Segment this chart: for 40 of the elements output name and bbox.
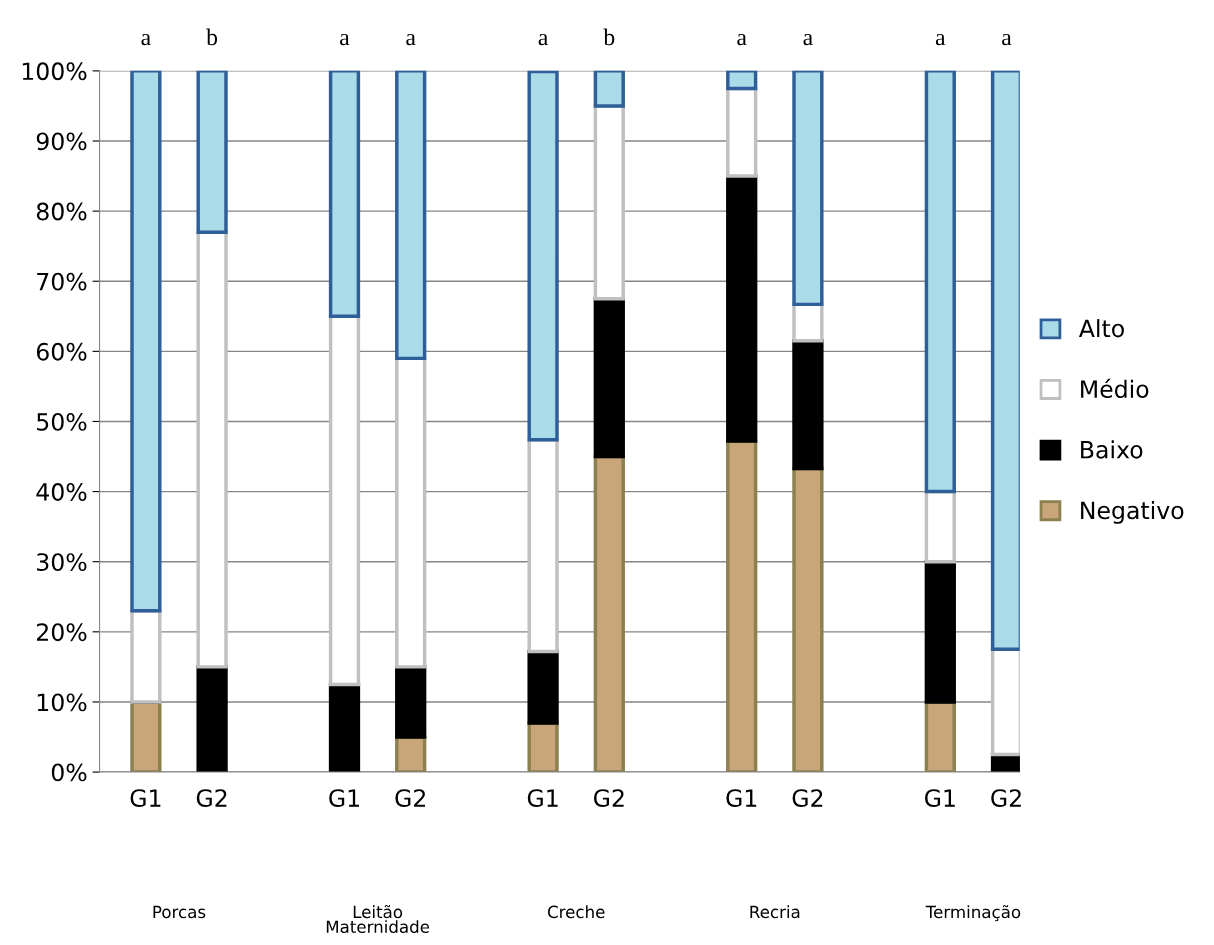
text: b: [206, 28, 218, 46]
text: a: [737, 33, 747, 46]
y-tick-label: 0%: [51, 763, 87, 782]
y-tick-label: 50%: [37, 412, 87, 431]
text: a: [538, 33, 549, 46]
y-tick-label: 80%: [36, 202, 87, 221]
text: a: [141, 33, 151, 46]
text: Terminação: [925, 905, 1021, 922]
legend-label: Médio: [1081, 378, 1149, 399]
y-tick-label: 30%: [37, 553, 87, 572]
y-tick-label: 40%: [36, 483, 87, 501]
text: a: [406, 33, 416, 46]
x-tick-label: G1: [527, 789, 558, 808]
y-tick-label: 70%: [37, 272, 87, 291]
x-tick-label: G2: [196, 789, 227, 808]
text: Recria: [750, 905, 800, 919]
x-tick-label: G1: [329, 789, 359, 808]
x-tick-label: G1: [130, 789, 161, 808]
legend-label: Alto: [1078, 319, 1124, 338]
text: a: [1002, 33, 1012, 46]
y-tick-label: 10%: [37, 693, 87, 712]
text: b: [603, 28, 615, 46]
x-tick-label: G1: [924, 789, 955, 808]
x-tick-label: G2: [792, 789, 823, 808]
y-tick-label: 100%: [22, 62, 87, 81]
y-tick-label: 20%: [36, 623, 87, 642]
y-tick-label: 60%: [36, 342, 87, 361]
text: Creche: [547, 905, 605, 919]
x-tick-label: G2: [593, 789, 624, 808]
legend-label: Baixo: [1081, 440, 1143, 459]
legend-label: Negativo: [1081, 500, 1184, 524]
text: Leitão Maternidade: [326, 905, 430, 934]
text: a: [803, 33, 813, 46]
x-tick-label: G2: [395, 789, 425, 808]
text: a: [340, 33, 350, 46]
text: Porcas: [153, 905, 206, 919]
x-tick-label: G1: [726, 789, 757, 808]
text: a: [935, 33, 946, 46]
y-tick-label: 90%: [36, 132, 87, 151]
x-tick-label: G2: [991, 789, 1021, 808]
